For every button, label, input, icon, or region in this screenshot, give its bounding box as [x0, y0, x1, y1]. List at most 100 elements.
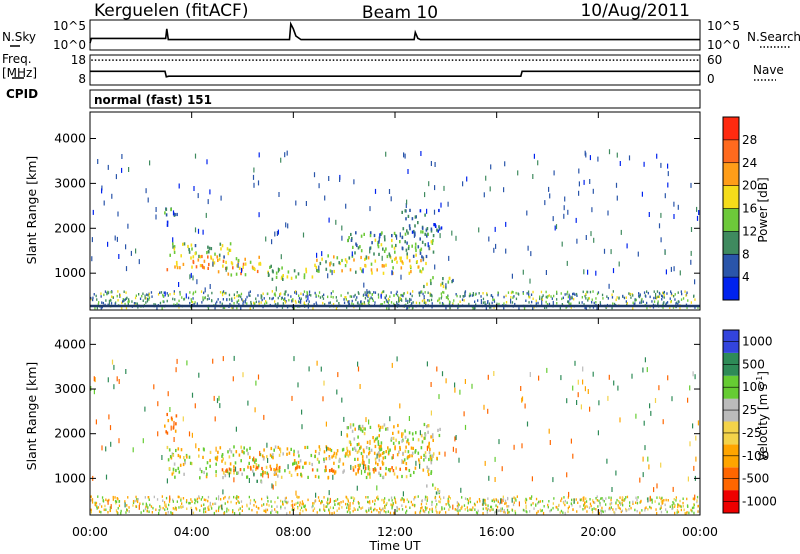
- velocity-cell: [174, 475, 176, 479]
- velocity-cell: [203, 470, 205, 475]
- power-colorbar-tick-label: 8: [742, 247, 750, 261]
- power-cell: [667, 163, 669, 169]
- velocity-cell: [432, 483, 434, 487]
- power-cell: [407, 231, 409, 235]
- power-cell: [625, 296, 627, 299]
- velocity-cell: [649, 496, 651, 502]
- velocity-cell: [418, 458, 420, 462]
- power-cell: [445, 306, 447, 310]
- power-cell: [208, 246, 211, 250]
- power-cell: [260, 301, 262, 304]
- power-cell: [410, 298, 412, 301]
- power-cell: [280, 297, 283, 301]
- velocity-cell: [157, 431, 159, 437]
- power-cell: [408, 271, 411, 275]
- power-cell: [192, 297, 194, 300]
- power-cell: [225, 266, 227, 272]
- velocity-cell: [168, 500, 171, 503]
- velocity-cell: [164, 508, 166, 511]
- velocity-cell: [374, 507, 376, 511]
- power-cell: [148, 296, 151, 299]
- velocity-cell: [349, 511, 351, 514]
- velocity-cell: [260, 473, 262, 477]
- power-cell: [340, 294, 342, 297]
- velocity-cell: [259, 450, 261, 456]
- power-cell: [287, 293, 289, 297]
- velocity-cell: [320, 366, 322, 372]
- power-cell: [200, 290, 203, 293]
- velocity-cell: [571, 498, 573, 502]
- power-cell: [530, 251, 532, 257]
- velocity-cell: [419, 509, 422, 513]
- velocity-cell: [508, 505, 510, 508]
- power-cell: [488, 236, 490, 242]
- power-cell: [440, 292, 442, 295]
- velocity-cell: [397, 430, 400, 434]
- velocity-cell: [169, 407, 171, 412]
- power-cell: [447, 297, 449, 301]
- power-cell: [332, 290, 334, 293]
- velocity-cell: [343, 416, 345, 422]
- velocity-cell: [118, 379, 120, 384]
- power-cell: [214, 252, 216, 256]
- velocity-cell: [378, 454, 381, 458]
- velocity-cell: [636, 501, 639, 505]
- power-cell: [658, 223, 661, 229]
- velocity-cell: [576, 400, 578, 405]
- power-cell: [316, 252, 318, 258]
- power-cell: [306, 291, 308, 295]
- velocity-cell: [612, 508, 614, 511]
- velocity-cell: [273, 448, 275, 452]
- power-cell: [416, 260, 418, 264]
- power-cell: [522, 292, 524, 295]
- power-cell: [151, 295, 153, 298]
- velocity-cell: [532, 502, 534, 505]
- power-cell: [249, 294, 251, 297]
- power-cell: [280, 254, 282, 260]
- velocity-cell: [421, 506, 423, 509]
- velocity-cell: [526, 510, 528, 514]
- velocity-cell: [232, 509, 234, 512]
- velocity-cell: [372, 436, 374, 440]
- power-cell: [275, 286, 277, 292]
- velocity-cell: [287, 500, 289, 504]
- power-cell: [679, 306, 681, 310]
- velocity-cell: [230, 468, 232, 472]
- velocity-cell: [114, 496, 116, 499]
- power-cell: [629, 292, 631, 296]
- power-cell: [292, 298, 294, 301]
- velocity-cell: [484, 501, 486, 505]
- power-cell: [380, 243, 383, 247]
- power-cell: [442, 284, 445, 289]
- power-cell: [240, 295, 242, 299]
- velocity-cell: [363, 432, 366, 436]
- power-cell: [223, 306, 226, 309]
- velocity-cell: [417, 451, 420, 455]
- velocity-cell: [192, 511, 195, 515]
- velocity-cell: [456, 501, 458, 504]
- velocity-cell: [650, 410, 652, 416]
- velocity-cell: [592, 371, 594, 377]
- power-cell: [612, 268, 615, 274]
- velocity-cell: [257, 506, 259, 510]
- velocity-cell: [457, 509, 459, 512]
- velocity-cell: [602, 498, 604, 502]
- power-cell: [269, 265, 271, 269]
- velocity-cell: [420, 503, 423, 506]
- power-cell: [424, 192, 426, 198]
- velocity-cell: [388, 450, 390, 454]
- velocity-cell: [90, 386, 92, 391]
- velocity-cell: [101, 445, 103, 451]
- velocity-cell: [134, 499, 136, 503]
- velocity-cell: [672, 486, 674, 492]
- velocity-cell: [379, 425, 382, 429]
- power-cell: [134, 296, 137, 300]
- velocity-cell: [448, 500, 450, 503]
- power-cell: [398, 296, 400, 302]
- power-cell: [389, 295, 391, 298]
- power-cell: [305, 201, 307, 206]
- velocity-cell: [361, 506, 364, 509]
- power-cell: [391, 270, 393, 276]
- velocity-cell: [393, 425, 395, 429]
- power-cell: [409, 208, 411, 212]
